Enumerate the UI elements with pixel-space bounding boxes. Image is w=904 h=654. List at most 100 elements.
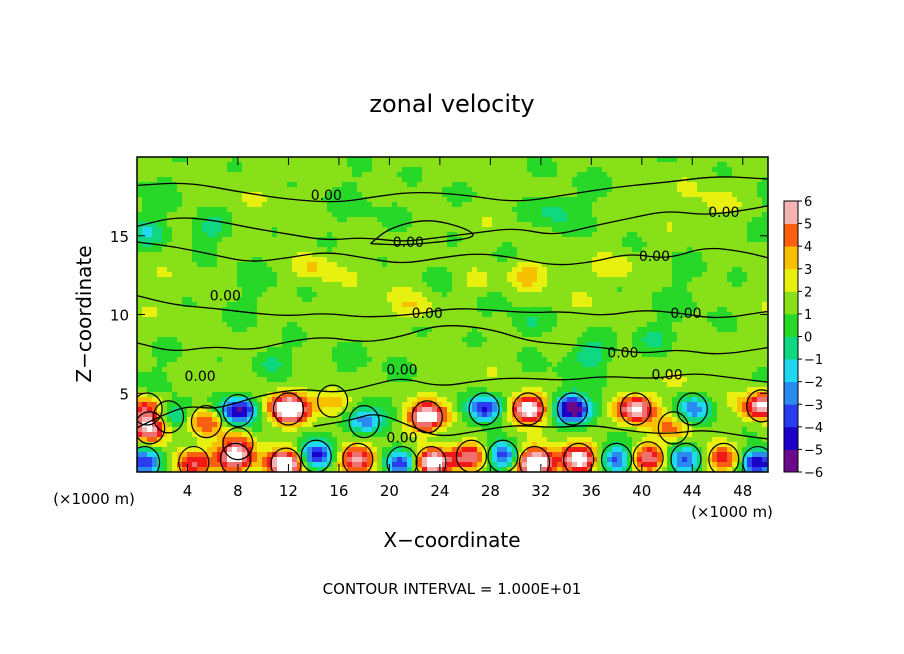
field-cell — [197, 257, 203, 263]
field-cell — [352, 247, 358, 253]
field-cell — [472, 332, 478, 338]
field-cell — [527, 312, 533, 318]
field-cell — [177, 352, 183, 358]
field-cell — [617, 232, 623, 238]
field-cell — [142, 232, 148, 238]
field-cell — [297, 347, 303, 353]
field-cell — [327, 272, 333, 278]
field-cell — [702, 347, 708, 353]
field-cell — [307, 192, 313, 198]
field-cell — [507, 297, 513, 303]
field-cell — [387, 327, 393, 333]
field-cell — [527, 322, 533, 328]
field-cell — [407, 192, 413, 198]
field-cell — [232, 267, 238, 273]
field-cell — [172, 237, 178, 243]
field-cell — [247, 162, 253, 168]
field-cell — [467, 317, 473, 323]
field-cell — [357, 247, 363, 253]
field-cell — [312, 217, 318, 223]
field-cell — [212, 172, 218, 178]
field-cell — [422, 182, 428, 188]
field-cell — [287, 217, 293, 223]
field-cell — [502, 322, 508, 328]
field-cell — [537, 332, 543, 338]
field-cell — [502, 157, 508, 163]
field-cell — [687, 172, 693, 178]
field-cell — [492, 287, 498, 293]
field-cell — [177, 167, 183, 173]
field-cell — [512, 247, 518, 253]
field-cell — [732, 297, 738, 303]
field-cell — [197, 327, 203, 333]
field-cell — [212, 202, 218, 208]
field-cell — [262, 232, 268, 238]
field-cell — [332, 287, 338, 293]
field-cell — [477, 302, 483, 308]
field-cell — [517, 187, 523, 193]
field-cell — [582, 307, 588, 313]
field-cell — [452, 342, 458, 348]
field-cell — [557, 277, 563, 283]
field-cell — [372, 172, 378, 178]
field-cell — [347, 272, 353, 278]
field-cell — [142, 297, 148, 303]
field-cell — [407, 157, 413, 163]
field-cell — [287, 252, 293, 258]
field-cell — [327, 232, 333, 238]
field-cell — [147, 292, 153, 298]
field-cell — [417, 292, 423, 298]
field-cell — [492, 257, 498, 263]
field-cell — [567, 157, 573, 163]
field-cell — [552, 297, 558, 303]
field-cell — [187, 342, 193, 348]
field-cell — [207, 187, 213, 193]
field-cell — [307, 202, 313, 208]
field-cell — [722, 162, 728, 168]
field-cell — [742, 277, 748, 283]
field-cell — [187, 187, 193, 193]
field-cell — [612, 197, 618, 203]
field-cell — [732, 342, 738, 348]
field-cell — [412, 232, 418, 238]
field-cell — [372, 282, 378, 288]
field-cell — [722, 192, 728, 198]
field-cell — [697, 322, 703, 328]
field-cell — [487, 162, 493, 168]
field-cell — [282, 302, 288, 308]
field-cell — [307, 332, 313, 338]
field-cell — [737, 177, 743, 183]
field-cell — [352, 342, 358, 348]
field-cell — [182, 242, 188, 248]
field-cell — [602, 217, 608, 223]
field-cell — [432, 187, 438, 193]
field-cell — [612, 227, 618, 233]
field-cell — [212, 272, 218, 278]
field-cell — [487, 172, 493, 178]
field-cell — [217, 352, 223, 358]
field-cell — [267, 207, 273, 213]
field-cell — [262, 247, 268, 253]
field-cell — [432, 162, 438, 168]
field-cell — [762, 332, 768, 338]
field-cell — [147, 252, 153, 258]
field-cell — [757, 327, 763, 333]
field-cell — [562, 212, 568, 218]
field-cell — [422, 342, 428, 348]
field-cell — [322, 267, 328, 273]
field-cell — [292, 172, 298, 178]
field-cell — [502, 287, 508, 293]
field-cell — [222, 337, 228, 343]
field-cell — [167, 277, 173, 283]
field-cell — [497, 242, 503, 248]
field-cell — [367, 232, 373, 238]
field-cell — [402, 247, 408, 253]
field-cell — [142, 197, 148, 203]
field-cell — [282, 187, 288, 193]
field-cell — [302, 197, 308, 203]
field-cell — [597, 217, 603, 223]
field-cell — [242, 312, 248, 318]
field-cell — [477, 167, 483, 173]
field-cell — [167, 207, 173, 213]
field-cell — [757, 342, 763, 348]
